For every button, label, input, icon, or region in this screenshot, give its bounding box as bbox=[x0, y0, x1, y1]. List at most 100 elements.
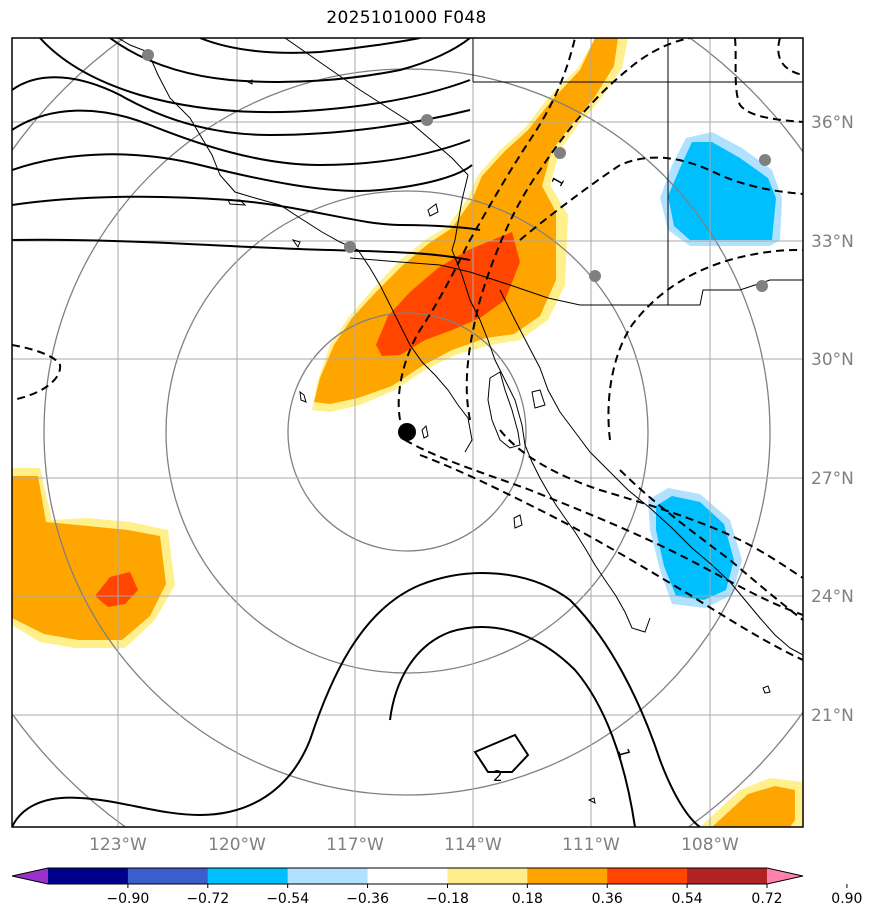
colorbar-tick-label: 0.54 bbox=[672, 891, 703, 907]
colorbar-ticks: −0.90 −0.72 −0.54 −0.36 −0.18 0.18 0.36 0.54 0.7… bbox=[106, 884, 862, 907]
se-blue-deep bbox=[656, 496, 734, 600]
dashed-trough-5 bbox=[499, 429, 803, 579]
latitude-labels: 36°N 33°N 30°N 27°N 24°N 21°N bbox=[811, 113, 854, 726]
contour-nw-3 bbox=[12, 153, 473, 192]
map-frame bbox=[11, 37, 804, 828]
contour-nw-8 bbox=[199, 38, 421, 54]
lon-label-114: 114°W bbox=[444, 835, 502, 855]
colorbar-segment bbox=[48, 868, 129, 884]
storm-center-marker bbox=[398, 423, 416, 441]
baja-south-tip bbox=[487, 371, 521, 449]
island-3 bbox=[513, 514, 523, 529]
colorbar-tick-label: −0.72 bbox=[186, 891, 229, 907]
contours-solid bbox=[12, 38, 701, 827]
dashed-trough-1 bbox=[397, 38, 576, 421]
contour-south-2 bbox=[389, 626, 636, 827]
range-ring-2 bbox=[165, 190, 649, 674]
colorbar-outline bbox=[11, 867, 804, 885]
contours-dashed bbox=[12, 38, 803, 661]
island-2 bbox=[421, 424, 429, 439]
lat-label-21: 21°N bbox=[811, 706, 854, 726]
colorbar-segment bbox=[287, 868, 369, 884]
island-7 bbox=[762, 685, 771, 694]
lon-label-111: 111°W bbox=[562, 835, 620, 855]
colorbar-tick-label: 0.90 bbox=[831, 891, 862, 907]
island-6 bbox=[291, 239, 301, 249]
range-ring-1 bbox=[287, 312, 527, 552]
dashed-east-2 bbox=[519, 156, 803, 241]
lat-label-36: 36°N bbox=[811, 113, 854, 133]
colorbar-extend-left bbox=[12, 868, 48, 884]
lake-1 bbox=[427, 203, 439, 217]
colorbar-tick-label: −0.36 bbox=[346, 891, 389, 907]
lat-label-24: 24°N bbox=[811, 587, 854, 607]
lon-label-108: 108°W bbox=[681, 835, 739, 855]
contour-nw-5 bbox=[12, 76, 471, 137]
colorbar-segment bbox=[367, 868, 448, 884]
lat-label-33: 33°N bbox=[811, 232, 854, 252]
plot-title: 2025101000 F048 bbox=[326, 8, 487, 28]
dashed-south bbox=[619, 469, 803, 621]
ne-band-orange bbox=[314, 38, 618, 404]
longitude-labels: 123°W 120°W 117°W 114°W 111°W 108°W bbox=[89, 835, 739, 855]
dashed-east-1 bbox=[607, 249, 803, 441]
lon-label-117: 117°W bbox=[326, 835, 384, 855]
colorbar-segments bbox=[48, 868, 768, 884]
island-8 bbox=[587, 797, 596, 804]
dashed-trough-3 bbox=[419, 454, 803, 661]
negative-anomaly-shading bbox=[648, 132, 782, 608]
contour-nw-2 bbox=[12, 195, 481, 231]
lat-label-27: 27°N bbox=[811, 469, 854, 489]
ne-band-red bbox=[376, 232, 520, 356]
colorbar-segment bbox=[687, 868, 768, 884]
colorbar-tick-label: −0.90 bbox=[106, 891, 149, 907]
mexico-west-coast bbox=[499, 289, 803, 656]
us-mexico-border bbox=[349, 257, 803, 306]
city-dot-sf bbox=[142, 49, 154, 61]
colorbar-tick-label: 0.36 bbox=[592, 891, 623, 907]
contour-nw-6 bbox=[39, 38, 471, 114]
gulf-of-california-coast bbox=[451, 249, 651, 633]
dashed-trough-4 bbox=[465, 38, 691, 421]
colorbar-segment bbox=[607, 868, 688, 884]
city-dot-sd bbox=[344, 241, 356, 253]
colorbar-segment bbox=[527, 868, 608, 884]
se-corner-orange bbox=[712, 786, 795, 827]
dashed-trough-2 bbox=[404, 439, 803, 616]
city-dot-phx bbox=[554, 147, 566, 159]
dashed-west bbox=[12, 344, 62, 401]
contour-south-3 bbox=[473, 733, 530, 773]
colorbar-tick-label: 0.72 bbox=[751, 891, 782, 907]
city-markers bbox=[142, 49, 771, 292]
lon-label-120: 120°W bbox=[208, 835, 266, 855]
dashed-ne bbox=[734, 38, 803, 123]
lon-label-123: 123°W bbox=[89, 835, 147, 855]
colorbar-segment bbox=[127, 868, 209, 884]
city-dot-tuc bbox=[589, 270, 601, 282]
california-coast bbox=[117, 38, 473, 453]
colorbar-segment bbox=[447, 868, 528, 884]
lat-label-30: 30°N bbox=[811, 350, 854, 370]
state-border-ca-az bbox=[451, 174, 469, 251]
contour-nw-1 bbox=[12, 238, 471, 261]
colorbar-extend-right bbox=[767, 868, 803, 884]
colorbar: −0.90 −0.72 −0.54 −0.36 −0.18 0.18 0.36 0.54 0.7… bbox=[11, 867, 862, 907]
city-dot-lv bbox=[421, 114, 433, 126]
city-dot-abq bbox=[759, 154, 771, 166]
island-1 bbox=[299, 390, 307, 403]
ne-blue-deep bbox=[668, 142, 776, 240]
colorbar-tick-label: 0.18 bbox=[512, 891, 543, 907]
west-blob-red bbox=[95, 572, 138, 607]
contour-label-2: 2 bbox=[493, 767, 503, 785]
dashed-ne-2 bbox=[777, 38, 803, 76]
contour-nw-7 bbox=[109, 38, 471, 83]
colorbar-segment bbox=[207, 868, 289, 884]
colorbar-tick-label: −0.18 bbox=[426, 891, 469, 907]
city-dot-elp bbox=[756, 280, 768, 292]
contour-label-1b: 1 bbox=[614, 746, 634, 760]
island-4 bbox=[531, 389, 546, 409]
contour-nw-4 bbox=[12, 109, 471, 167]
colorbar-tick-label: −0.54 bbox=[266, 891, 309, 907]
